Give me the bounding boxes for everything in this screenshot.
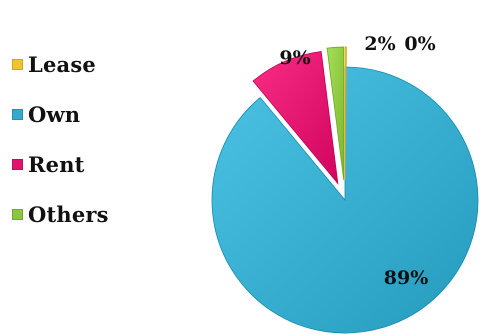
data-label-lease: 0%	[404, 33, 435, 55]
pie-slice-rent	[252, 51, 339, 185]
pie-slice-own	[211, 66, 479, 334]
pie-labels: 0% 89% 9% 2%	[279, 33, 435, 289]
data-label-rent: 9%	[279, 47, 310, 69]
legend-label-others: Others	[28, 202, 109, 227]
pie-slices	[211, 46, 479, 334]
legend-item-rent: Rent	[12, 152, 142, 177]
data-label-others: 2%	[364, 33, 395, 55]
legend-label-own: Own	[28, 102, 81, 127]
legend-item-lease: Lease	[12, 52, 142, 77]
legend-swatch-rent	[12, 159, 23, 170]
legend-item-own: Own	[12, 102, 142, 127]
data-label-own: 89%	[384, 267, 429, 289]
legend-label-rent: Rent	[28, 152, 85, 177]
chart-legend: Lease Own Rent Others	[12, 52, 142, 252]
legend-swatch-lease	[12, 59, 23, 70]
pie-slice-lease	[344, 46, 347, 181]
legend-swatch-others	[12, 209, 23, 220]
pie-slice-others	[326, 46, 345, 181]
legend-label-lease: Lease	[28, 52, 96, 77]
legend-swatch-own	[12, 109, 23, 120]
legend-item-others: Others	[12, 202, 142, 227]
